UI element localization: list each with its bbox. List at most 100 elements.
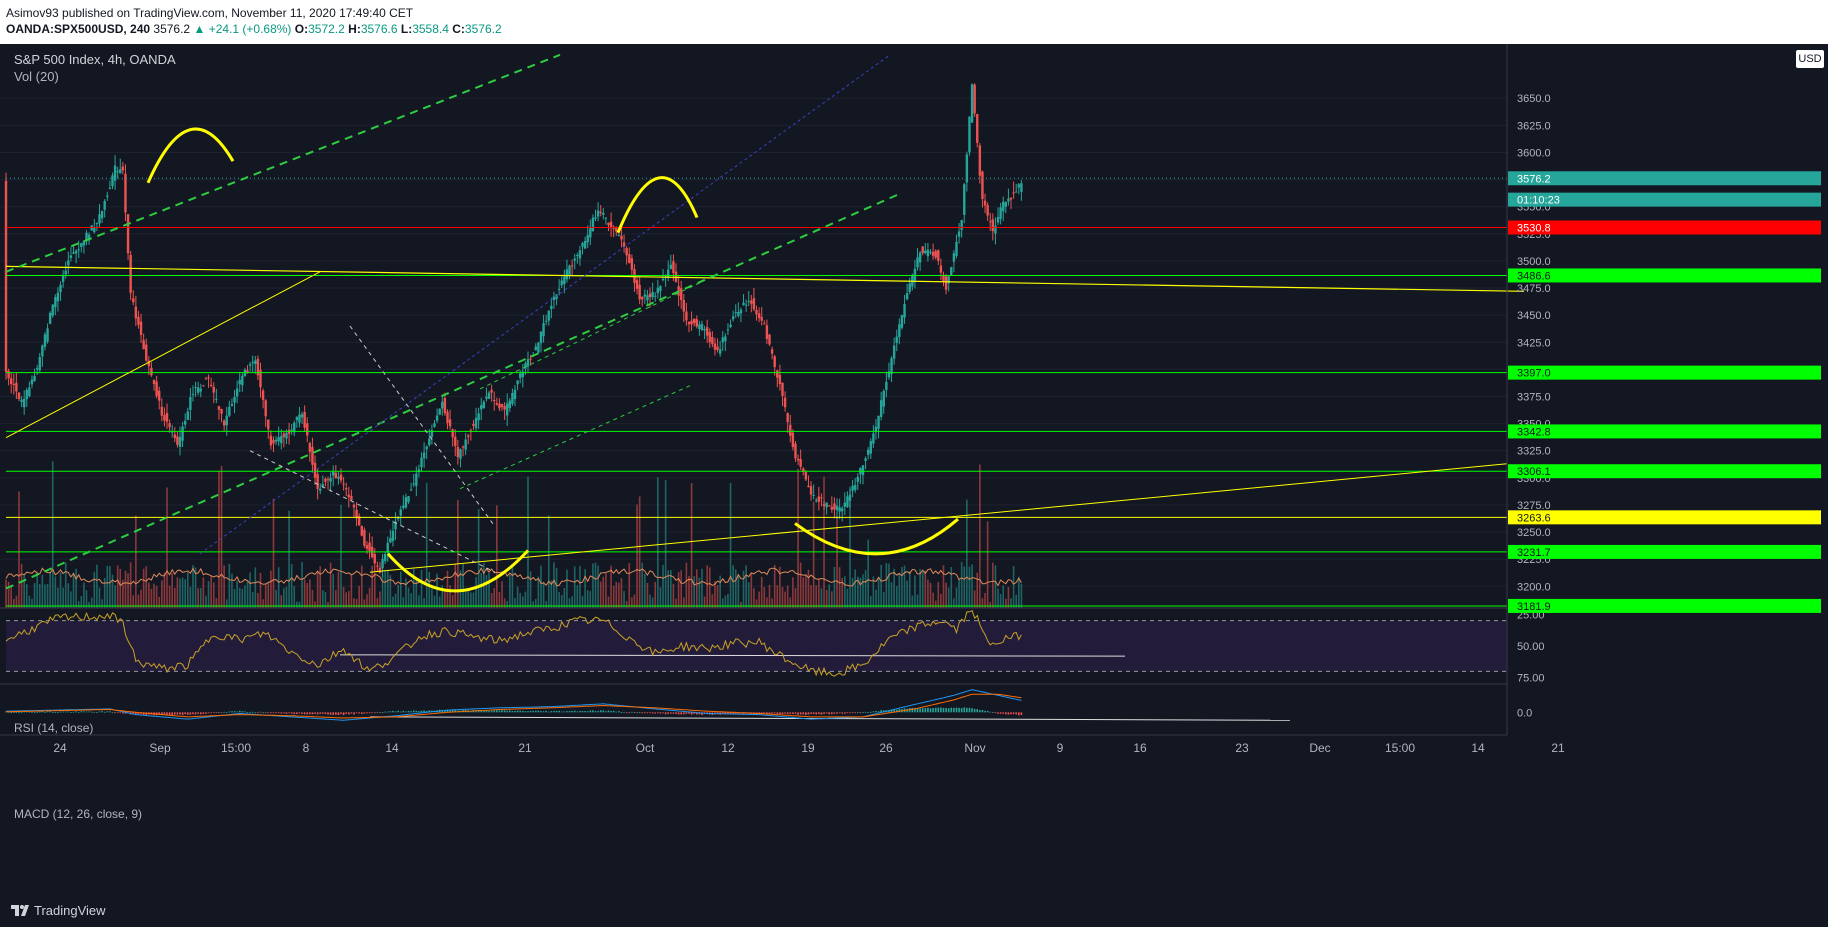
candle-body — [825, 502, 828, 508]
volume-bar — [584, 569, 586, 608]
candle-body — [570, 265, 574, 267]
volume-bar — [142, 568, 145, 608]
macd-histogram-bar — [46, 711, 49, 713]
candle-body — [33, 375, 36, 381]
volume-bar — [711, 594, 714, 608]
volume-bar — [215, 598, 218, 608]
volume-bar — [418, 595, 420, 608]
volume-bar — [363, 599, 366, 608]
macd-histogram-bar — [376, 711, 379, 713]
macd-histogram-bar — [675, 712, 677, 714]
volume-bar — [560, 595, 563, 608]
macd-histogram-bar — [895, 709, 898, 713]
candle-body — [51, 304, 54, 316]
volume-bar — [1020, 583, 1023, 608]
macd-histogram-bar — [779, 712, 781, 715]
candle-body — [176, 436, 179, 445]
candle-body — [124, 173, 127, 213]
volume-bar — [934, 600, 937, 608]
candle-body — [641, 296, 644, 300]
macd-histogram-bar — [568, 711, 571, 713]
macd-histogram-bar — [797, 712, 799, 715]
currency-button[interactable]: USD — [1796, 50, 1824, 68]
time-tick-label: 23 — [1235, 741, 1249, 755]
volume-bar — [449, 585, 451, 608]
volume-bar — [233, 588, 236, 608]
macd-histogram-bar — [303, 712, 306, 715]
macd-histogram-bar — [329, 712, 332, 715]
candle-body — [464, 439, 467, 450]
candle-body — [534, 346, 537, 351]
volume-bar — [106, 565, 109, 608]
candle-body — [669, 264, 673, 269]
candle-body — [142, 340, 145, 350]
volume-bar — [854, 569, 856, 608]
macd-histogram-bar — [371, 712, 373, 714]
volume-bar — [680, 570, 683, 608]
candle-body — [12, 384, 15, 386]
volume-bar — [129, 562, 132, 608]
candle-body — [841, 508, 844, 512]
chart-canvas[interactable]: 3200.03225.03250.03275.03300.03325.03350… — [0, 44, 1828, 895]
volume-bar — [901, 567, 903, 608]
volume-bar — [459, 570, 462, 608]
macd-histogram-bar — [51, 712, 54, 713]
candle-body — [111, 175, 114, 187]
candle-body — [578, 250, 582, 259]
volume-bar — [259, 572, 262, 608]
candle-body — [344, 488, 348, 490]
macd-histogram-bar — [85, 711, 88, 713]
macd-histogram-bar — [293, 712, 296, 715]
macd-histogram-bar — [929, 708, 932, 713]
macd-histogram-bar — [968, 707, 971, 713]
candle-body — [563, 276, 566, 284]
macd-legend[interactable]: MACD (12, 26, close, 9) — [14, 807, 143, 821]
top-arc-1 — [146, 127, 235, 184]
macd-histogram-bar — [399, 711, 402, 713]
volume-bar — [841, 578, 844, 608]
candle-body — [165, 413, 169, 422]
macd-histogram-bar — [109, 711, 111, 713]
candle-body — [947, 276, 950, 284]
main-legend[interactable]: S&P 500 Index, 4h, OANDA — [14, 52, 176, 67]
volume-bar — [80, 596, 83, 608]
macd-histogram-bar — [1002, 712, 1005, 714]
volume-bar — [610, 565, 612, 608]
volume-bar — [703, 596, 706, 608]
time-tick-label: 8 — [303, 741, 310, 755]
candle-body — [835, 505, 839, 511]
volume-bar — [283, 588, 285, 608]
macd-histogram-bar — [792, 712, 794, 714]
candle-body — [513, 389, 517, 400]
volume-bar — [519, 592, 521, 608]
volume-bar — [597, 565, 599, 608]
macd-histogram-bar — [836, 712, 838, 714]
dashed-white-line-2 — [249, 450, 496, 573]
volume-bar — [794, 587, 797, 608]
volume-bar — [732, 565, 734, 608]
candle-body — [95, 222, 99, 224]
candle-body — [744, 304, 748, 306]
macd-histogram-bar — [680, 712, 683, 715]
volume-legend[interactable]: Vol (20) — [14, 69, 59, 84]
macd-histogram-bar — [353, 712, 355, 715]
candle-body — [682, 299, 686, 312]
volume-bar — [880, 564, 882, 608]
volume-bar — [264, 583, 267, 608]
price-badge-bg — [1508, 192, 1821, 207]
macd-histogram-bar — [519, 710, 521, 713]
candle-body — [937, 250, 940, 261]
candle-body — [960, 220, 963, 230]
macd-histogram-bar — [971, 708, 973, 713]
candle-body — [77, 249, 80, 251]
volume-bar — [72, 574, 75, 608]
macd-histogram-bar — [690, 712, 693, 715]
volume-bar — [166, 487, 168, 608]
rsi-legend[interactable]: RSI (14, close) — [14, 721, 94, 735]
price-badge: 3342.8 — [1508, 424, 1821, 439]
volume-bar — [693, 576, 695, 608]
candle-body — [477, 413, 480, 421]
candle-body — [872, 433, 875, 444]
footer — [0, 895, 1828, 927]
volume-bar — [218, 471, 220, 608]
